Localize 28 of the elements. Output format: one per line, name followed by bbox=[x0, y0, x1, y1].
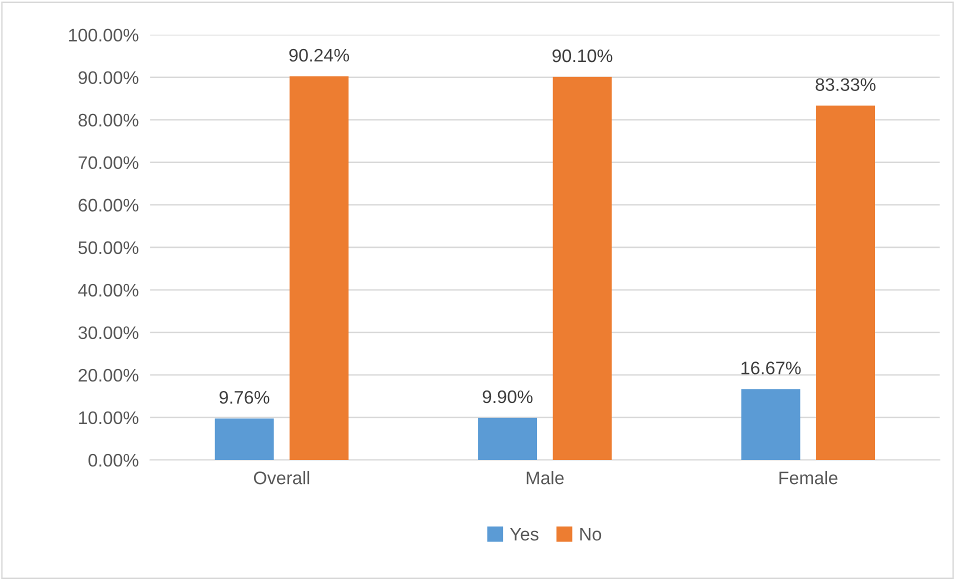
y-tick-label: 100.00% bbox=[69, 28, 138, 42]
y-tick-label: 30.00% bbox=[78, 326, 138, 340]
x-tick-label: Female bbox=[780, 471, 838, 484]
bar bbox=[741, 389, 800, 460]
data-label: 90.24% bbox=[289, 48, 350, 62]
legend-label: Yes bbox=[510, 528, 538, 541]
x-tick-label: Overall bbox=[254, 471, 310, 484]
y-tick-label: 90.00% bbox=[78, 71, 138, 84]
y-tick-label: 60.00% bbox=[78, 198, 138, 212]
data-label: 16.67% bbox=[742, 362, 801, 374]
bar bbox=[478, 418, 538, 460]
y-tick-label: 20.00% bbox=[78, 368, 138, 382]
y-tick-label: 80.00% bbox=[78, 114, 138, 127]
bar bbox=[290, 76, 349, 460]
data-label: 9.90% bbox=[482, 390, 532, 404]
y-tick-label: 0.00% bbox=[88, 454, 138, 467]
bar bbox=[816, 106, 875, 460]
data-label: 90.10% bbox=[552, 49, 612, 62]
x-tick-label: Male bbox=[526, 471, 564, 484]
bar bbox=[552, 76, 612, 460]
y-tick-label: 70.00% bbox=[78, 156, 138, 170]
legend-label: No bbox=[580, 528, 602, 541]
data-label: 83.33% bbox=[816, 78, 876, 91]
y-tick-label: 40.00% bbox=[78, 284, 138, 297]
y-tick-label: 50.00% bbox=[78, 241, 138, 254]
y-tick-label: 10.00% bbox=[79, 411, 138, 424]
bar bbox=[214, 418, 274, 460]
data-label: 9.76% bbox=[220, 390, 270, 404]
